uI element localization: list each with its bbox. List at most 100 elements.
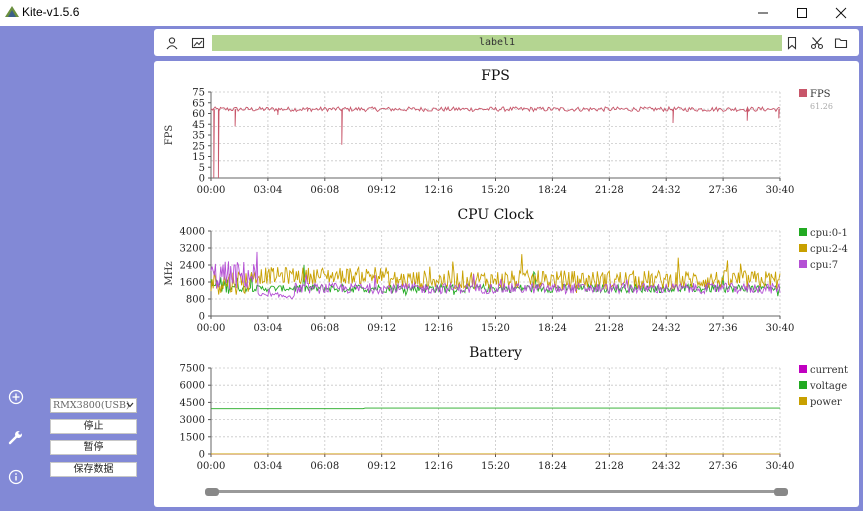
x-tick-label: 06:08: [310, 461, 339, 472]
close-button[interactable]: [819, 0, 863, 26]
y-axis-label: MHz: [164, 261, 175, 285]
legend-swatch: [799, 244, 807, 252]
x-tick-label: 21:28: [595, 323, 624, 334]
info-icon[interactable]: [7, 468, 25, 486]
image-icon[interactable]: [190, 35, 206, 51]
time-range-slider[interactable]: [212, 490, 788, 493]
y-tick-label: 4000: [180, 227, 205, 238]
y-tick-label: 25: [192, 141, 205, 152]
chart-1: CPU Clock MHz 00:00 03:04 06:08 09:12 12:16 15:…: [164, 207, 848, 334]
x-tick-label: 27:36: [709, 185, 738, 196]
title-bar: Kite-v1.5.6: [0, 0, 863, 26]
y-tick-label: 1600: [180, 278, 205, 289]
legend-label: FPS: [810, 89, 831, 100]
y-tick-label: 800: [186, 295, 205, 306]
y-axis-label: FPS: [164, 125, 175, 146]
x-tick-label: 12:16: [424, 323, 453, 334]
legend-label: current: [810, 365, 848, 376]
chevron-down-icon: [126, 402, 134, 408]
folder-icon[interactable]: [833, 35, 849, 51]
legend-value: 61.26: [810, 102, 833, 111]
app-logo-icon: [5, 6, 19, 17]
y-tick-label: 3000: [180, 415, 205, 426]
chart-2: Battery 00:00 03:04 06:08 09:12 12:16 15:20 18:…: [180, 345, 848, 472]
x-tick-label: 24:32: [652, 461, 681, 472]
x-tick-label: 18:24: [538, 185, 567, 196]
x-tick-label: 03:04: [253, 323, 282, 334]
chart-title: FPS: [481, 68, 510, 84]
x-tick-label: 03:04: [253, 461, 282, 472]
y-tick-label: 2400: [180, 261, 205, 272]
x-tick-label: 30:40: [766, 323, 795, 334]
y-tick-label: 6000: [180, 381, 205, 392]
legend-swatch: [799, 228, 807, 236]
y-tick-label: 4500: [180, 398, 205, 409]
wrench-icon[interactable]: [7, 428, 25, 446]
x-tick-label: 15:20: [481, 185, 510, 196]
x-tick-label: 27:36: [709, 461, 738, 472]
x-tick-label: 30:40: [766, 461, 795, 472]
x-tick-label: 15:20: [481, 461, 510, 472]
user-icon[interactable]: [164, 35, 180, 51]
minimize-icon: [758, 12, 768, 14]
chart-0: FPS FPS 00:00 03:04 06:08 09:12 12:16 15:20 18:2…: [164, 68, 833, 196]
legend-swatch: [799, 260, 807, 268]
add-circle-icon[interactable]: [7, 388, 25, 406]
maximize-button[interactable]: [780, 0, 824, 26]
slider-end-handle[interactable]: [774, 488, 788, 496]
x-tick-label: 06:08: [310, 323, 339, 334]
minimize-button[interactable]: [741, 0, 785, 26]
close-icon: [835, 7, 847, 19]
device-select-value: RMX3800(USB): [53, 400, 130, 411]
x-tick-label: 21:28: [595, 185, 624, 196]
legend-label: cpu:0-1: [810, 228, 848, 239]
x-tick-label: 09:12: [367, 323, 396, 334]
y-tick-label: 75: [192, 88, 205, 99]
y-tick-label: 0: [199, 450, 205, 461]
x-tick-label: 03:04: [253, 185, 282, 196]
y-tick-label: 65: [192, 98, 205, 109]
y-tick-label: 45: [192, 120, 205, 131]
x-tick-label: 18:24: [538, 323, 567, 334]
scissors-icon[interactable]: [809, 35, 825, 51]
x-tick-label: 18:24: [538, 461, 567, 472]
y-tick-label: 7500: [180, 364, 205, 375]
chart-title: Battery: [469, 345, 522, 361]
y-tick-label: 1500: [180, 432, 205, 443]
maximize-icon: [797, 8, 807, 18]
x-tick-label: 21:28: [595, 461, 624, 472]
chart-panel: FPS FPS 00:00 03:04 06:08 09:12 12:16 15:20 18:2…: [154, 61, 859, 507]
window-title: Kite-v1.5.6: [22, 5, 80, 19]
save-data-button[interactable]: 保存数据: [50, 462, 137, 477]
legend-swatch: [799, 381, 807, 389]
stop-button[interactable]: 停止: [50, 419, 137, 434]
legend-label: cpu:2-4: [810, 244, 848, 255]
x-tick-label: 24:32: [652, 323, 681, 334]
x-tick-label: 30:40: [766, 185, 795, 196]
legend-swatch: [799, 397, 807, 405]
series-line-cpu-2-4: [210, 254, 781, 295]
y-tick-label: 15: [192, 152, 205, 163]
x-tick-label: 09:12: [367, 461, 396, 472]
x-tick-label: 09:12: [367, 185, 396, 196]
x-tick-label: 24:32: [652, 185, 681, 196]
x-tick-label: 00:00: [197, 461, 226, 472]
legend-swatch: [799, 89, 807, 97]
label-bar[interactable]: label1: [212, 35, 782, 51]
series-line-cpu-7: [210, 251, 781, 300]
x-tick-label: 12:16: [424, 185, 453, 196]
series-line-FPS: [210, 105, 781, 179]
x-tick-label: 27:36: [709, 323, 738, 334]
pause-button[interactable]: 暂停: [50, 440, 137, 455]
sidebar: RMX3800(USB) 停止 暂停 保存数据: [0, 26, 150, 511]
chart-title: CPU Clock: [457, 207, 534, 223]
legend-swatch: [799, 365, 807, 373]
slider-start-handle[interactable]: [205, 488, 219, 496]
toolbar: label1: [154, 29, 859, 56]
series-line-voltage: [211, 407, 781, 410]
x-tick-label: 00:00: [197, 323, 226, 334]
bookmark-icon[interactable]: [784, 35, 800, 51]
x-tick-label: 15:20: [481, 323, 510, 334]
device-select[interactable]: RMX3800(USB): [50, 398, 137, 413]
y-tick-label: 5: [199, 163, 205, 174]
